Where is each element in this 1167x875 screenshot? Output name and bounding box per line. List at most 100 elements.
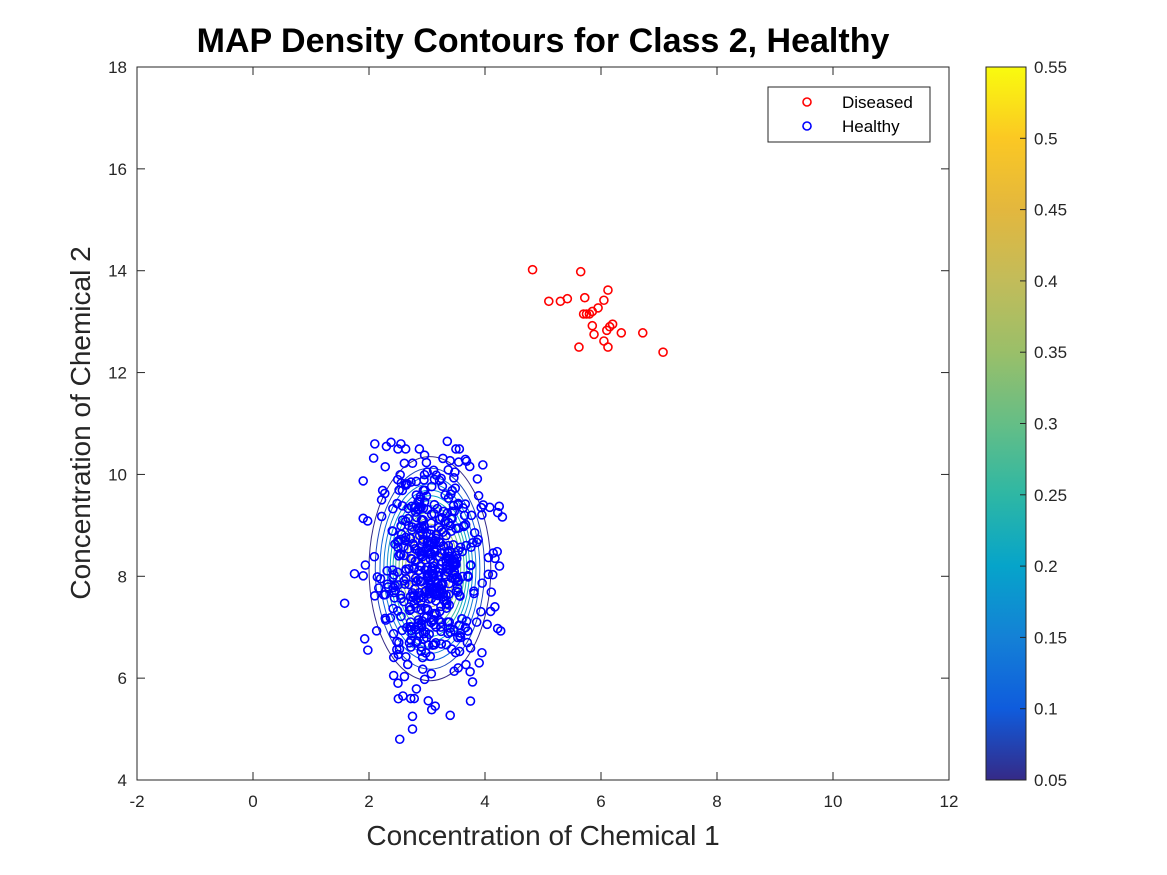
data-point: [385, 613, 396, 623]
data-point: [465, 643, 476, 653]
data-point: [445, 710, 456, 721]
data-point: [369, 439, 380, 449]
data-point: [467, 537, 478, 548]
data-point: [477, 578, 487, 588]
data-point: [433, 615, 444, 625]
data-point: [339, 598, 350, 609]
data-point: [477, 647, 487, 658]
data-point: [450, 467, 460, 477]
data-point: [408, 538, 418, 549]
x-tick-label: 8: [712, 792, 721, 811]
data-point: [358, 570, 369, 581]
data-point: [420, 586, 430, 597]
data-point: [420, 565, 430, 575]
data-point: [405, 693, 416, 704]
data-point: [444, 617, 455, 627]
data-point: [492, 507, 503, 518]
data-point: [369, 551, 380, 562]
data-point: [486, 587, 497, 597]
data-point: [389, 587, 399, 598]
x-tick-label: 4: [480, 792, 489, 811]
data-point: [465, 666, 475, 677]
y-tick-label: 14: [108, 262, 127, 281]
data-point: [584, 309, 595, 319]
data-point: [394, 644, 405, 654]
data-point: [389, 593, 400, 603]
legend-box: [767, 86, 931, 143]
data-point: [414, 444, 425, 454]
data-point: [527, 264, 538, 275]
colorbar-tick-label: 0.1: [1034, 700, 1058, 719]
colorbar-ticks: 0.05 0.1 0.15 0.2 0.25 0.3 0.35 0.4 0.45 0.5 0.55: [1020, 58, 1067, 790]
data-point: [495, 626, 506, 636]
data-point: [425, 554, 436, 565]
y-axis-label: Concentration of Chemical 2: [65, 246, 96, 599]
data-point: [421, 491, 432, 501]
data-point: [423, 605, 433, 616]
data-point: [448, 500, 459, 511]
data-point: [392, 474, 403, 485]
data-point: [601, 325, 612, 336]
data-point: [436, 525, 447, 535]
data-point: [416, 576, 427, 587]
data-point: [410, 544, 420, 554]
data-point: [436, 626, 446, 637]
plot-area: -2 0 2 4 6 8 10 12 4 6 8 10 12 14 16 18: [108, 58, 958, 811]
data-point: [406, 635, 416, 645]
x-tick-label: 12: [940, 792, 959, 811]
data-point: [422, 504, 433, 515]
data-point: [449, 473, 459, 483]
data-point: [378, 590, 389, 600]
data-point: [574, 342, 584, 352]
data-point: [438, 589, 449, 599]
data-point: [581, 309, 592, 319]
data-point: [416, 549, 427, 560]
data-point: [575, 266, 586, 277]
data-point: [449, 566, 460, 577]
x-tick-label: 2: [364, 792, 373, 811]
data-point: [388, 628, 399, 639]
data-point: [429, 508, 439, 519]
data-point: [457, 614, 467, 624]
data-point: [449, 666, 459, 677]
data-point: [397, 501, 408, 511]
data-point: [589, 329, 599, 340]
data-point: [446, 526, 457, 537]
data-point: [578, 309, 589, 319]
data-point: [419, 634, 429, 644]
data-point: [484, 502, 495, 513]
data-point: [465, 560, 476, 571]
data-point: [358, 476, 369, 486]
data-point: [411, 684, 422, 694]
data-point: [587, 320, 598, 331]
density-contour: [368, 456, 492, 682]
data-point: [395, 469, 405, 480]
data-point: [363, 645, 373, 655]
legend-marker-diseased: [802, 97, 812, 107]
data-point: [450, 647, 461, 658]
data-point: [434, 570, 444, 581]
data-point: [388, 670, 399, 681]
data-point: [449, 556, 460, 567]
data-point: [404, 605, 415, 616]
y-tick-label: 8: [118, 567, 127, 586]
plot-frame: [136, 66, 950, 781]
data-point: [388, 503, 398, 514]
data-point: [392, 567, 403, 577]
data-point: [423, 695, 434, 706]
data-point: [368, 453, 379, 463]
data-point: [405, 553, 416, 564]
data-point: [392, 606, 403, 616]
data-point: [447, 554, 458, 565]
legend-label-diseased: Diseased: [842, 93, 913, 112]
data-point: [413, 618, 424, 628]
data-point: [429, 499, 440, 510]
data-point: [414, 587, 425, 598]
data-point: [487, 569, 498, 580]
data-point: [396, 521, 406, 531]
legend-label-healthy: Healthy: [842, 117, 900, 136]
data-point: [397, 625, 407, 636]
data-point: [464, 461, 475, 472]
data-point: [444, 578, 454, 589]
x-tick-label: 0: [248, 792, 257, 811]
